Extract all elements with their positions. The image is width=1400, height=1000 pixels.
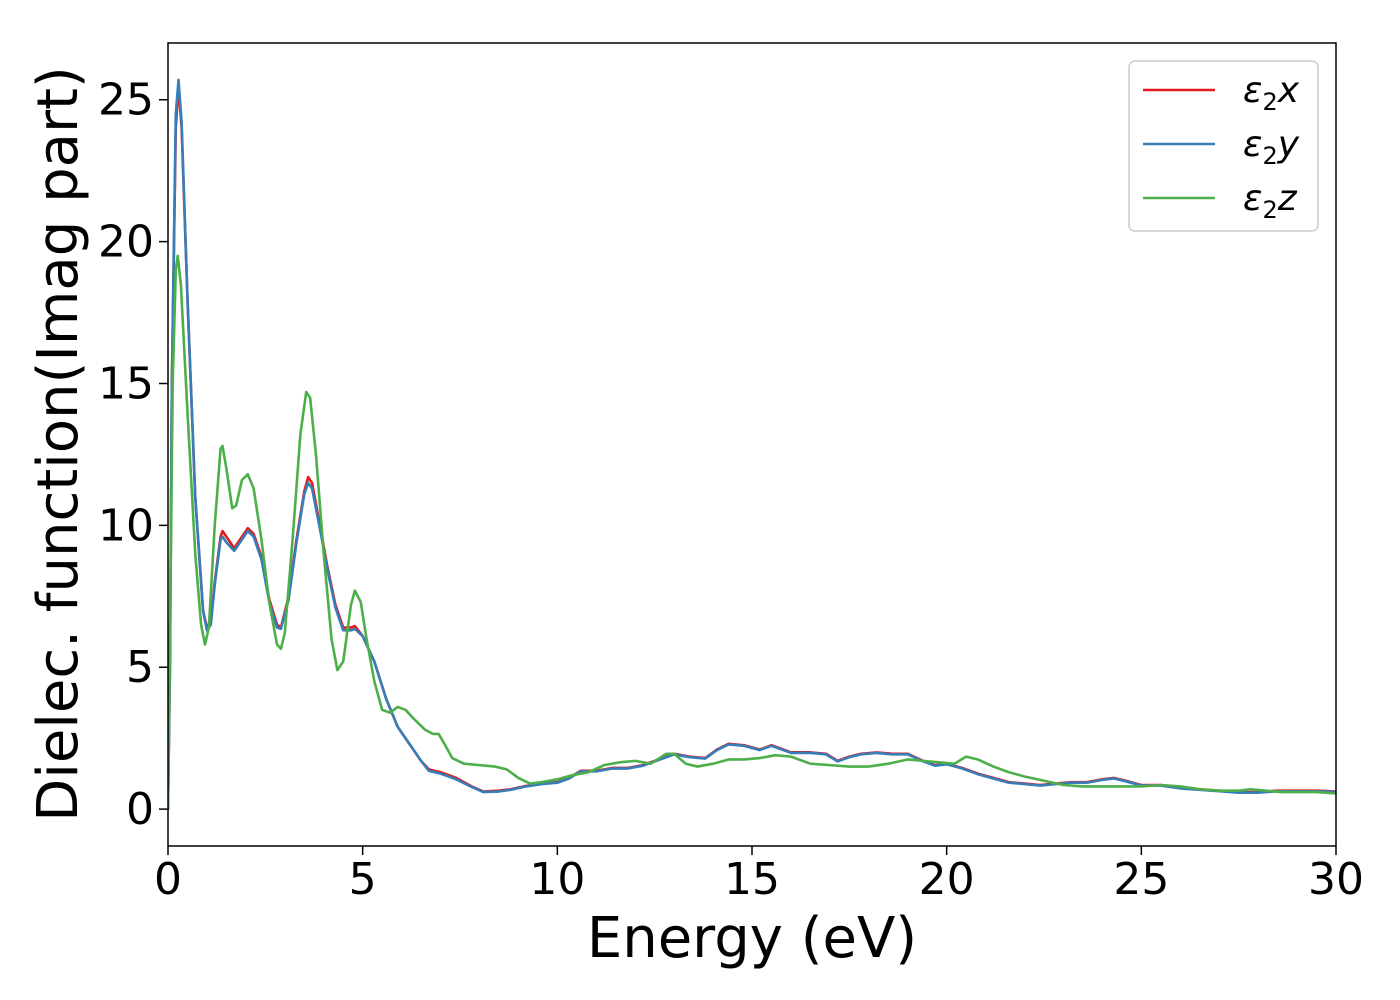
series-line-eps2z xyxy=(168,254,1336,811)
x-tick-label: 25 xyxy=(1113,854,1169,905)
x-tick-label: 30 xyxy=(1308,854,1364,905)
y-axis-title: Dielec. function(Imag part) xyxy=(26,66,91,822)
x-axis-title: Energy (eV) xyxy=(587,906,917,971)
x-tick-label: 10 xyxy=(529,854,585,905)
y-tick-label: 25 xyxy=(98,75,154,126)
legend-label-eps2x: ε2x xyxy=(1243,70,1300,116)
legend: ε2x ε2y ε2z xyxy=(1128,60,1319,232)
x-tick-label: 5 xyxy=(349,854,377,905)
y-tick-label: 0 xyxy=(126,784,154,835)
y-tick-label: 20 xyxy=(98,217,154,268)
x-tick-label: 20 xyxy=(919,854,975,905)
series-layer xyxy=(168,78,1336,811)
x-tick-label: 15 xyxy=(724,854,780,905)
legend-label-eps2z: ε2z xyxy=(1243,178,1298,224)
y-tick-label: 5 xyxy=(126,642,154,693)
legend-label-eps2y: ε2y xyxy=(1243,124,1300,170)
x-axis: 0 5 10 15 20 25 30 xyxy=(154,846,1364,905)
x-tick-label: 0 xyxy=(154,854,182,905)
y-axis: 0 5 10 15 20 25 xyxy=(98,75,168,835)
series-line-eps2y xyxy=(168,78,1336,811)
legend-box xyxy=(1128,60,1319,232)
y-tick-label: 10 xyxy=(98,500,154,551)
y-tick-label: 15 xyxy=(98,358,154,409)
